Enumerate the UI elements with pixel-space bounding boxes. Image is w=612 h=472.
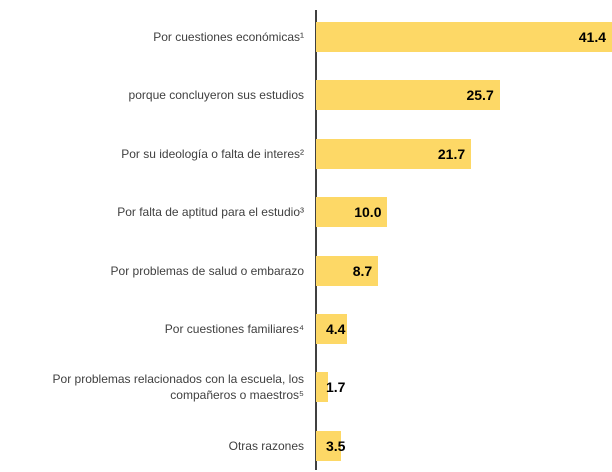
bar — [316, 138, 472, 169]
category-label: Por cuestiones económicas¹ — [153, 30, 304, 44]
bar — [316, 22, 612, 52]
category-label: Por falta de aptitud para el estudio³ — [117, 205, 304, 220]
value-label: 3.5 — [326, 437, 346, 454]
category-label: Otras razones — [228, 438, 304, 453]
value-label: 21.7 — [437, 145, 466, 162]
bar — [316, 430, 342, 461]
bar — [316, 314, 348, 344]
value-label: 10.0 — [354, 204, 382, 221]
axis-line — [315, 10, 317, 470]
category-label: Por cuestiones familiares⁴ — [164, 322, 304, 336]
value-label: 25.7 — [466, 87, 494, 104]
value-label: 4.4 — [326, 321, 346, 337]
bar — [316, 255, 379, 286]
category-label: Por problemas relacionados con la escuel… — [52, 372, 304, 403]
bar — [316, 197, 388, 228]
bar — [316, 80, 500, 111]
value-label: 41.4 — [578, 29, 606, 45]
value-label: 8.7 — [352, 262, 373, 279]
category-label: Por problemas de salud o embarazo — [110, 263, 304, 278]
category-label: Por su ideología o falta de interes² — [121, 146, 304, 161]
value-label: 1.7 — [326, 379, 346, 396]
category-label: porque concluyeron sus estudios — [128, 88, 304, 103]
bar — [316, 372, 329, 403]
